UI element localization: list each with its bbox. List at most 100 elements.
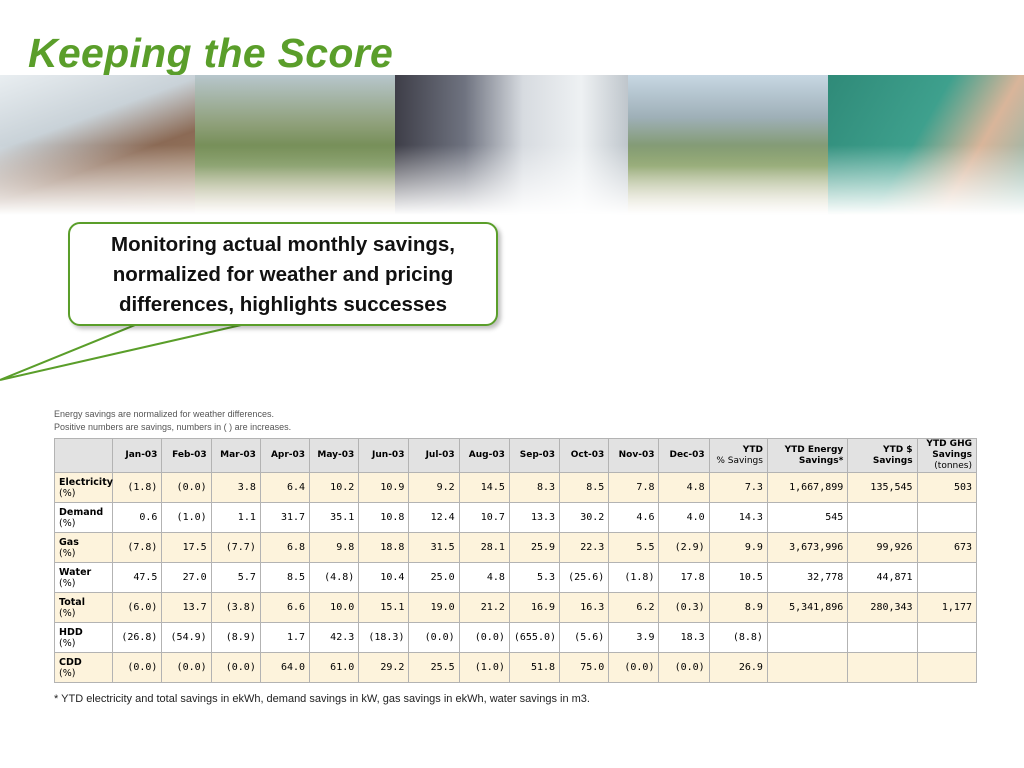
savings-table: Jan-03 Feb-03 Mar-03 Apr-03 May-03 Jun-03 Jul-… <box>53 438 978 683</box>
photo-lab-worker <box>0 75 195 215</box>
table-cell: (8.8) <box>708 622 768 653</box>
table-row: Demand (%) 0.6 (1.0) 1.1 31.7 35.1 10.8 12.4 10.7… <box>53 502 978 533</box>
table-notes: Energy savings are normalized for weathe… <box>54 408 291 434</box>
table-cell: (0.0) <box>458 622 510 653</box>
table-cell: 27.0 <box>161 562 212 593</box>
table-cell <box>847 502 918 533</box>
table-cell: 1.1 <box>210 502 261 533</box>
table-cell: (0.0) <box>608 652 660 683</box>
table-cell: 10.7 <box>458 502 510 533</box>
table-cell: 10.9 <box>358 472 410 503</box>
photo-lab-room <box>395 75 628 215</box>
table-cell: (8.9) <box>210 622 261 653</box>
table-cell: 4.8 <box>458 562 510 593</box>
table-cell: 7.8 <box>608 472 660 503</box>
table-cell: (3.8) <box>210 592 261 623</box>
row-label: Demand (%) <box>53 502 114 533</box>
table-cell: (26.8) <box>112 622 163 653</box>
table-cell: 9.9 <box>708 532 768 563</box>
table-cell: (0.0) <box>161 472 212 503</box>
column-header: YTD% Savings <box>708 438 768 473</box>
table-cell: 28.1 <box>458 532 510 563</box>
row-label: Electricity (%) <box>53 472 114 503</box>
table-cell: 3.9 <box>608 622 660 653</box>
table-cell: (1.8) <box>608 562 660 593</box>
table-row: HDD (%) (26.8) (54.9) (8.9) 1.7 42.3 (18.3) (0.0… <box>53 622 978 653</box>
photo-doctor-stethoscope <box>828 75 1024 215</box>
table-cell: 8.3 <box>508 472 561 503</box>
column-header: Sep-03 <box>508 438 561 473</box>
table-cell: 1.7 <box>259 622 311 653</box>
table-cell: (5.6) <box>559 622 610 653</box>
table-cell: 6.2 <box>608 592 660 623</box>
table-cell: 3.8 <box>210 472 261 503</box>
table-cell: (0.3) <box>658 592 710 623</box>
table-row: Gas (%) (7.8) 17.5 (7.7) 6.8 9.8 18.8 31.5 28.1 25… <box>53 532 978 563</box>
table-cell: 29.2 <box>358 652 410 683</box>
column-header: Jan-03 <box>112 438 163 473</box>
table-row: CDD (%) (0.0) (0.0) (0.0) 64.0 61.0 29.2 25.5 (1.… <box>53 652 978 683</box>
table-cell: 503 <box>916 472 978 503</box>
table-cell: 17.8 <box>658 562 710 593</box>
column-header: Oct-03 <box>559 438 610 473</box>
callout-text: Monitoring actual monthly savings, norma… <box>68 230 498 320</box>
table-cell: 5.5 <box>608 532 660 563</box>
table-cell: (7.8) <box>112 532 163 563</box>
table-cell: 64.0 <box>259 652 311 683</box>
table-cell: (0.0) <box>408 622 460 653</box>
column-header: Dec-03 <box>658 438 710 473</box>
table-cell: 4.8 <box>658 472 710 503</box>
callout-line: differences, highlights successes <box>118 293 448 316</box>
footnote: * YTD electricity and total savings in e… <box>54 693 590 705</box>
table-cell: 10.4 <box>358 562 410 593</box>
table-cell: 25.5 <box>408 652 460 683</box>
table-cell: 13.7 <box>161 592 212 623</box>
table-cell <box>766 652 849 683</box>
table-cell: 12.4 <box>408 502 460 533</box>
table-cell: 5.3 <box>508 562 561 593</box>
table-cell: 51.8 <box>508 652 561 683</box>
table-cell <box>916 652 978 683</box>
table-cell <box>916 502 978 533</box>
column-header: Jul-03 <box>408 438 460 473</box>
row-label: CDD (%) <box>53 652 114 683</box>
callout-line: Monitoring actual monthly savings, <box>111 233 455 256</box>
table-cell: 31.7 <box>259 502 311 533</box>
table-cell: 10.8 <box>358 502 410 533</box>
table-cell: 19.0 <box>408 592 460 623</box>
photo-building-aerial <box>628 75 828 215</box>
row-label: Total (%) <box>53 592 114 623</box>
table-cell: (2.9) <box>658 532 710 563</box>
table-cell: 8.5 <box>259 562 311 593</box>
table-body: Electricity (%) (1.8) (0.0) 3.8 6.4 10.2 10.9 9.… <box>53 472 978 683</box>
table-cell: 31.5 <box>408 532 460 563</box>
table-cell: 8.5 <box>559 472 610 503</box>
note-line: Positive numbers are savings, numbers in… <box>54 422 292 432</box>
table-cell: 99,926 <box>847 532 918 563</box>
table-cell <box>847 652 918 683</box>
table-cell: (1.0) <box>458 652 510 683</box>
table-cell: 8.9 <box>708 592 768 623</box>
table-cell: 1,667,899 <box>766 472 849 503</box>
table-cell: 545 <box>766 502 849 533</box>
table-cell: 7.3 <box>708 472 768 503</box>
table-cell: (25.6) <box>559 562 610 593</box>
callout-tail <box>0 322 251 381</box>
column-header: Feb-03 <box>161 438 212 473</box>
table-cell: 25.0 <box>408 562 460 593</box>
column-header: Mar-03 <box>210 438 261 473</box>
table-cell: (0.0) <box>112 652 163 683</box>
table-cell: (1.8) <box>112 472 163 503</box>
table-row: Water (%) 47.5 27.0 5.7 8.5 (4.8) 10.4 25.0 4.8 5.… <box>53 562 978 593</box>
header-corner-cell <box>53 438 114 473</box>
table-cell: 280,343 <box>847 592 918 623</box>
table-cell: 32,778 <box>766 562 849 593</box>
table-cell: (1.0) <box>161 502 212 533</box>
table-cell: 4.0 <box>658 502 710 533</box>
callout: Monitoring actual monthly savings, norma… <box>0 220 510 390</box>
column-header: YTD $ Savings <box>847 438 918 473</box>
table-cell: 673 <box>916 532 978 563</box>
table-cell: 6.6 <box>259 592 311 623</box>
table-cell: 6.4 <box>259 472 311 503</box>
table-cell: 9.2 <box>408 472 460 503</box>
